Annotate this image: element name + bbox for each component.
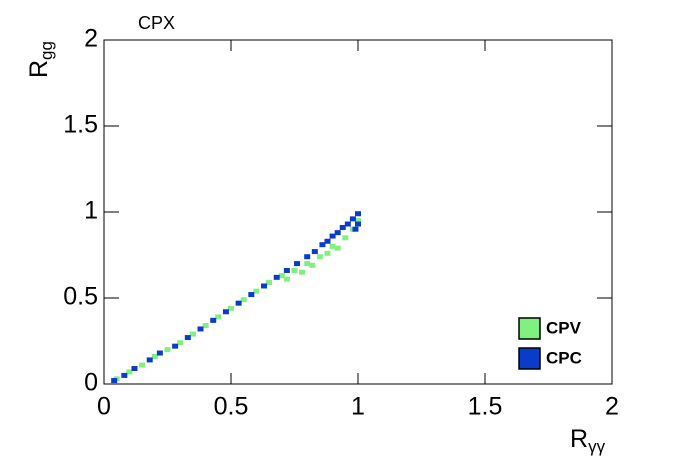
y-axis-label-group: Rgg xyxy=(25,41,57,78)
point xyxy=(316,254,323,260)
point xyxy=(344,221,351,227)
point xyxy=(349,216,356,222)
point xyxy=(202,323,209,329)
point xyxy=(311,249,318,255)
point xyxy=(228,305,234,311)
point xyxy=(121,372,128,378)
point xyxy=(248,292,255,298)
point xyxy=(324,250,331,256)
point xyxy=(319,242,326,248)
legend-label: CPC xyxy=(546,348,582,367)
y-axis-label: Rgg xyxy=(25,41,57,78)
x-tick-label: 1 xyxy=(351,393,365,421)
point xyxy=(273,274,280,280)
x-axis-label-base: R xyxy=(570,425,588,453)
point xyxy=(329,233,336,239)
point xyxy=(304,254,311,260)
point xyxy=(309,262,316,268)
y-tick-label: 0 xyxy=(84,369,98,397)
point xyxy=(253,288,260,294)
x-tick-label: 2 xyxy=(605,393,619,421)
point xyxy=(355,221,361,227)
legend-swatch xyxy=(518,317,541,340)
point xyxy=(278,273,285,279)
chart-title: CPX xyxy=(138,13,175,33)
point xyxy=(235,300,242,306)
y-tick-label: 1 xyxy=(84,197,98,225)
point xyxy=(342,235,349,241)
point xyxy=(324,238,331,244)
x-axis-label: Rγγ xyxy=(570,425,606,457)
point xyxy=(294,261,301,267)
point xyxy=(329,243,336,249)
y-axis-label-sub: gg xyxy=(37,41,56,60)
point xyxy=(355,211,361,217)
point xyxy=(215,314,222,320)
legend-label: CPV xyxy=(546,318,582,337)
point xyxy=(184,335,191,341)
y-tick-label: 0.5 xyxy=(63,283,98,311)
point xyxy=(139,362,146,368)
point xyxy=(151,353,158,359)
legend-swatch xyxy=(518,347,541,370)
point xyxy=(339,224,346,230)
y-tick-label: 1.5 xyxy=(63,111,98,139)
point xyxy=(177,340,184,346)
point xyxy=(334,245,341,251)
point xyxy=(156,350,163,356)
point xyxy=(126,369,133,375)
point xyxy=(304,261,311,267)
point xyxy=(299,269,306,275)
point xyxy=(189,331,196,337)
point xyxy=(291,267,298,273)
point xyxy=(283,267,290,273)
y-tick-label: 2 xyxy=(84,25,98,53)
x-tick-label: 0.5 xyxy=(214,393,249,421)
y-axis-label-base: R xyxy=(25,60,53,78)
point xyxy=(240,297,247,303)
point xyxy=(210,317,217,323)
point xyxy=(164,347,171,353)
point xyxy=(222,309,229,315)
point xyxy=(111,378,118,384)
point xyxy=(197,326,204,332)
point xyxy=(283,276,290,282)
point xyxy=(266,280,273,286)
x-tick-label: 1.5 xyxy=(468,393,503,421)
point xyxy=(334,230,341,236)
x-axis-label-sub: γγ xyxy=(588,437,606,456)
point xyxy=(355,218,361,224)
point xyxy=(352,226,359,232)
point xyxy=(146,357,153,363)
x-tick-label: 0 xyxy=(97,393,111,421)
point xyxy=(131,366,138,372)
point xyxy=(172,343,179,349)
point xyxy=(261,283,268,289)
